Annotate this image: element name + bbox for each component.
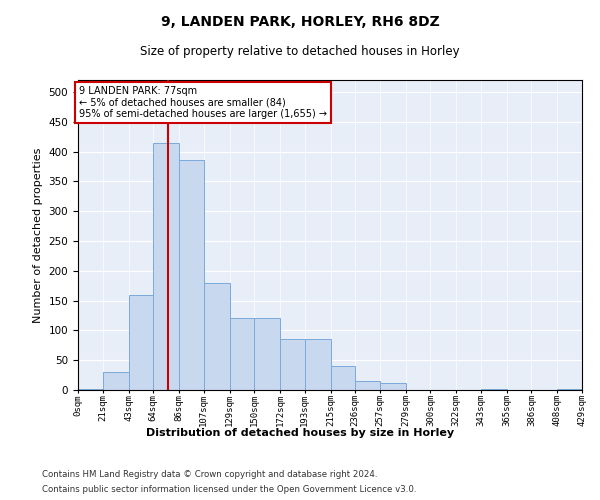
Text: Size of property relative to detached houses in Horley: Size of property relative to detached ho…	[140, 45, 460, 58]
Bar	[481, 389, 507, 390]
Bar	[380, 383, 406, 390]
Text: Contains HM Land Registry data © Crown copyright and database right 2024.: Contains HM Land Registry data © Crown c…	[42, 470, 377, 479]
Text: Distribution of detached houses by size in Horley: Distribution of detached houses by size …	[146, 428, 454, 438]
Bar	[557, 389, 582, 390]
Text: Contains public sector information licensed under the Open Government Licence v3: Contains public sector information licen…	[42, 485, 416, 494]
Bar	[128, 294, 153, 390]
Y-axis label: Number of detached properties: Number of detached properties	[33, 148, 43, 322]
Bar	[103, 372, 128, 390]
Bar	[230, 318, 254, 390]
Bar	[179, 160, 204, 390]
Bar	[254, 318, 280, 390]
Bar	[355, 381, 380, 390]
Bar	[305, 340, 331, 390]
Bar	[280, 340, 305, 390]
Bar	[78, 389, 103, 390]
Bar	[153, 142, 179, 390]
Bar	[204, 282, 230, 390]
Bar	[331, 366, 355, 390]
Text: 9 LANDEN PARK: 77sqm
← 5% of detached houses are smaller (84)
95% of semi-detach: 9 LANDEN PARK: 77sqm ← 5% of detached ho…	[79, 86, 327, 119]
Text: 9, LANDEN PARK, HORLEY, RH6 8DZ: 9, LANDEN PARK, HORLEY, RH6 8DZ	[161, 15, 439, 29]
